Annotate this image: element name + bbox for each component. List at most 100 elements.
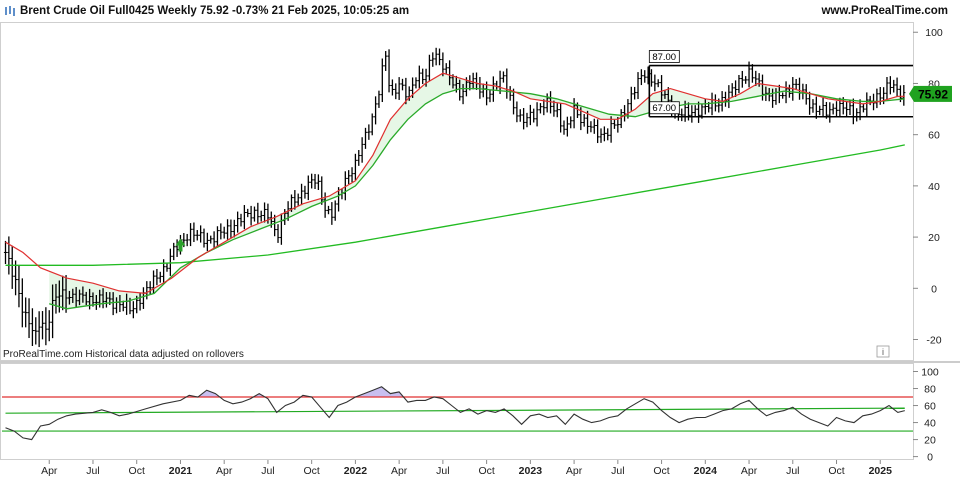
ohlc-bar bbox=[602, 126, 606, 142]
ohlc-bar bbox=[94, 295, 98, 310]
rsi-tick-label: 80 bbox=[924, 384, 936, 396]
ohlc-bar bbox=[209, 235, 213, 244]
time-tick-label: 2023 bbox=[519, 465, 543, 477]
ohlc-bar bbox=[101, 288, 105, 309]
ohlc-bar bbox=[542, 99, 546, 116]
ohlc-bar bbox=[296, 193, 300, 207]
ohlc-bar bbox=[20, 278, 24, 328]
ohlc-bar bbox=[61, 275, 65, 311]
ohlc-bar bbox=[249, 205, 253, 226]
ohlc-bar bbox=[387, 49, 391, 93]
chart-title: Brent Crude Oil Full0425 Weekly 75.92 -0… bbox=[20, 5, 410, 17]
ohlc-bar bbox=[754, 70, 758, 86]
ohlc-bar bbox=[262, 202, 267, 223]
ohlc-bar bbox=[185, 233, 189, 247]
ohlc-bar bbox=[104, 292, 109, 308]
level-label-text: 67.00 bbox=[652, 103, 676, 114]
ohlc-bar bbox=[236, 211, 240, 233]
ohlc-bar bbox=[299, 183, 304, 206]
ohlc-bar bbox=[821, 97, 825, 118]
ohlc-bar bbox=[54, 283, 58, 314]
ohlc-bar bbox=[875, 88, 879, 109]
info-icon: i bbox=[882, 347, 884, 357]
time-tick-label: Apr bbox=[216, 465, 233, 477]
ohlc-bar bbox=[188, 223, 193, 247]
ohlc-bar bbox=[525, 112, 529, 128]
ohlc-bar bbox=[848, 100, 852, 116]
footer-note: ProRealTime.com Historical data adjusted… bbox=[3, 349, 244, 360]
ohlc-bar bbox=[572, 98, 576, 129]
ohlc-bar bbox=[448, 60, 452, 86]
ohlc-bar bbox=[320, 176, 324, 205]
ohlc-bar bbox=[155, 268, 159, 286]
rsi-tick-label: 40 bbox=[924, 418, 936, 430]
ohlc-bar bbox=[256, 202, 260, 225]
ohlc-bar bbox=[151, 270, 156, 294]
ohlc-bar bbox=[421, 68, 425, 85]
ohlc-bar bbox=[643, 70, 647, 83]
ohlc-bar bbox=[158, 271, 162, 283]
rsi-tick-label: 0 bbox=[927, 452, 933, 464]
ohlc-bar bbox=[565, 116, 569, 137]
ohlc-bar bbox=[629, 86, 633, 111]
ohlc-bar bbox=[303, 185, 307, 199]
ohlc-bar bbox=[458, 79, 462, 101]
ohlc-bar bbox=[175, 239, 179, 257]
rsi-tick-label: 20 bbox=[924, 435, 936, 447]
info-button[interactable]: i bbox=[876, 345, 890, 358]
ohlc-bar bbox=[619, 109, 623, 129]
ohlc-bar bbox=[633, 86, 637, 100]
ohlc-bar bbox=[555, 103, 559, 118]
ohlc-bar bbox=[696, 101, 701, 123]
ohlc-bar bbox=[659, 75, 664, 103]
ohlc-bar bbox=[737, 74, 741, 94]
ohlc-bar bbox=[400, 78, 405, 91]
ma-fast-line bbox=[5, 72, 905, 295]
price-y-axis: 100 80 60 40 20 0 -20 bbox=[913, 27, 943, 347]
ohlc-bar bbox=[313, 173, 317, 189]
ohlc-bar bbox=[215, 226, 220, 247]
ohlc-bar bbox=[199, 225, 203, 243]
ohlc-bar bbox=[733, 80, 738, 97]
rsi-y-axis: 100 80 60 40 20 0 bbox=[913, 367, 939, 464]
ohlc-bar bbox=[84, 291, 88, 306]
ohlc-bar bbox=[168, 248, 172, 276]
ohlc-bar bbox=[818, 105, 822, 116]
ohlc-bar bbox=[367, 124, 371, 140]
ma-mid-line bbox=[49, 87, 905, 310]
ohlc-bar bbox=[350, 167, 354, 183]
ohlc-bar bbox=[141, 287, 146, 309]
ohlc-bar bbox=[404, 77, 408, 105]
price-tick-label: 100 bbox=[925, 27, 943, 39]
ohlc-bar bbox=[622, 105, 627, 122]
ohlc-bar bbox=[656, 79, 660, 88]
ohlc-bar bbox=[394, 83, 398, 100]
last-price-badge bbox=[914, 85, 952, 102]
prorealtime-logo-icon bbox=[5, 6, 15, 16]
time-tick-label: 2025 bbox=[869, 465, 893, 477]
ohlc-bar bbox=[757, 73, 761, 87]
ohlc-bar bbox=[784, 81, 788, 104]
ohlc-bar bbox=[172, 242, 176, 261]
ohlc-bar bbox=[242, 205, 246, 230]
ohlc-bar bbox=[639, 69, 643, 86]
ohlc-bar bbox=[895, 77, 899, 97]
ohlc-bar bbox=[811, 99, 815, 113]
ohlc-bar bbox=[518, 109, 522, 122]
ohlc-bar bbox=[17, 265, 21, 308]
price-plot: 87.00 67.00 75.92 bbox=[3, 47, 952, 348]
ohlc-bar bbox=[74, 287, 78, 308]
ohlc-bar bbox=[609, 116, 613, 143]
site-url[interactable]: www.ProRealTime.com bbox=[821, 5, 948, 17]
ohlc-bar bbox=[892, 79, 896, 93]
ohlc-bar bbox=[663, 90, 667, 99]
ohlc-bar bbox=[353, 153, 358, 181]
ohlc-bar bbox=[855, 108, 859, 122]
ohlc-bar bbox=[808, 91, 812, 115]
ohlc-bar bbox=[606, 128, 610, 141]
ohlc-bar bbox=[192, 222, 196, 243]
price-tick-label: 40 bbox=[928, 181, 940, 193]
time-tick-label: Apr bbox=[41, 465, 58, 477]
ohlc-bar bbox=[91, 292, 95, 307]
